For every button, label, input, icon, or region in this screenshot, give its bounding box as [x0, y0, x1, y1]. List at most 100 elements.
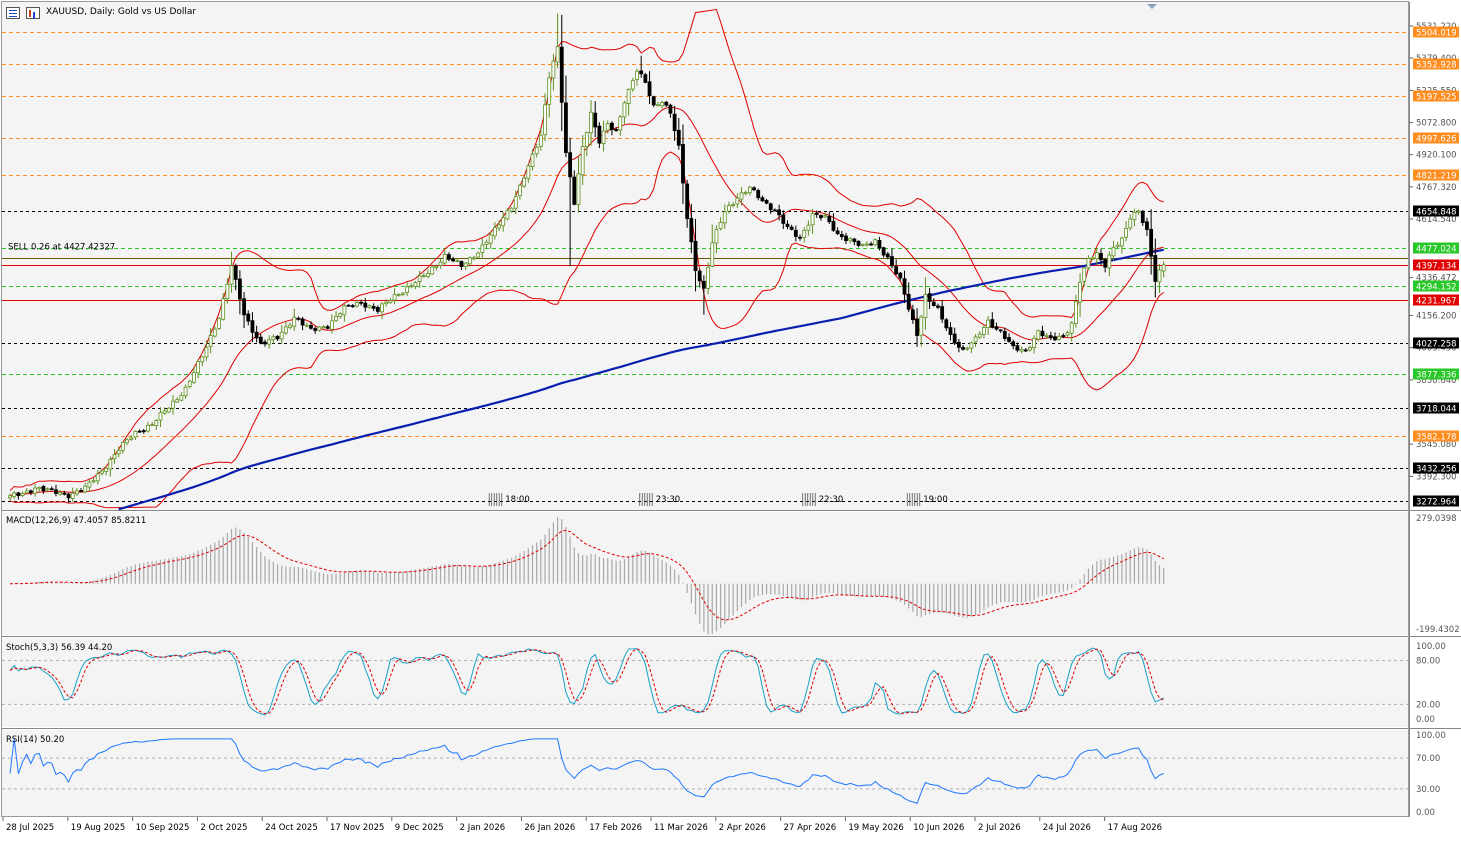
- candle-body: [58, 492, 63, 495]
- candle-body: [614, 129, 618, 131]
- candle-body: [522, 177, 527, 187]
- candle-body: [789, 226, 794, 230]
- candle-body: [405, 286, 410, 293]
- candle-body: [492, 227, 497, 237]
- level-price-label: 4294.152: [1416, 283, 1457, 293]
- candle-body: [401, 292, 405, 295]
- candle-body: [722, 211, 727, 224]
- candle-body: [693, 240, 698, 272]
- level-price-tag: [1413, 169, 1459, 181]
- candle-body: [576, 173, 581, 205]
- level-price-label: 4821.219: [1416, 172, 1457, 182]
- candle-body: [384, 301, 389, 305]
- candle-body: [1002, 331, 1007, 339]
- candle-body: [74, 490, 79, 495]
- candle-body: [526, 165, 531, 179]
- chart-type-icon[interactable]: [6, 7, 20, 19]
- x-axis-label: 17 Aug 2026: [1108, 823, 1162, 833]
- candle-body: [472, 257, 476, 260]
- candle-body: [923, 294, 928, 318]
- candle-body: [1103, 259, 1108, 268]
- candle-body: [785, 223, 790, 228]
- candle-body: [1040, 330, 1045, 337]
- candle-body: [271, 336, 276, 341]
- candle-body: [108, 459, 113, 470]
- candle-body: [1099, 252, 1103, 261]
- price-scale-label: 4614.540: [1416, 215, 1457, 225]
- candle-body: [484, 241, 489, 245]
- candle-body: [718, 222, 723, 229]
- candle-body: [747, 186, 752, 194]
- stochastic-panel: [2, 638, 1409, 727]
- candle-body: [814, 212, 819, 215]
- candle-body: [869, 243, 873, 246]
- candle-body: [363, 302, 368, 308]
- candle-body: [426, 272, 430, 277]
- candle-body: [906, 293, 911, 310]
- candle-body: [948, 327, 953, 335]
- candle-body: [651, 96, 656, 106]
- candle-body: [513, 196, 518, 209]
- candle-body: [873, 239, 878, 246]
- candle-body: [739, 192, 744, 200]
- candle-body: [66, 493, 71, 499]
- candle-body: [568, 152, 573, 178]
- candle-body: [442, 254, 447, 264]
- candle-body: [91, 480, 96, 483]
- candle-body: [1153, 255, 1158, 282]
- level-price-tag: [1413, 205, 1459, 217]
- x-axis-label: 11 Mar 2026: [654, 823, 708, 833]
- candle-body: [534, 146, 539, 154]
- candle-body: [965, 347, 970, 350]
- x-axis-label: 26 Jan 2026: [524, 823, 575, 833]
- candle-body: [781, 214, 786, 224]
- candle-body: [16, 492, 21, 497]
- candle-body: [1053, 336, 1057, 341]
- candle-body: [919, 316, 924, 336]
- candle-body: [998, 329, 1003, 332]
- price-panel: [2, 2, 1409, 510]
- candle-body: [622, 102, 627, 118]
- candle-body: [1140, 210, 1145, 223]
- candle-body: [463, 262, 468, 268]
- x-axis-label: 9 Dec 2025: [395, 823, 444, 833]
- candle-body: [476, 252, 481, 258]
- candle-body: [279, 331, 284, 340]
- chart-properties-icon[interactable]: [26, 7, 40, 19]
- candle-body: [1036, 330, 1041, 340]
- candle-body: [1032, 337, 1036, 348]
- candle-body: [530, 153, 535, 168]
- candle-body: [33, 487, 37, 494]
- candle-body: [304, 324, 309, 327]
- level-price-label: 3432.256: [1416, 465, 1457, 475]
- x-axis-label: 2 Jul 2026: [978, 823, 1021, 833]
- candle-body: [129, 437, 134, 440]
- x-axis-label: 24 Oct 2025: [265, 823, 318, 833]
- candle-body: [894, 266, 899, 275]
- candle-body: [672, 113, 677, 132]
- candle-body: [459, 260, 464, 267]
- candle-body: [133, 430, 138, 438]
- level-price-tag: [1413, 26, 1459, 38]
- rsi-panel: [2, 730, 1409, 817]
- scroll-marker-icon: [1147, 4, 1157, 9]
- candle-body: [196, 361, 201, 374]
- candle-body: [1111, 246, 1116, 257]
- rsi-scale-label: 70.00: [1416, 754, 1440, 764]
- level-price-label: 3718.044: [1416, 405, 1457, 415]
- stoch-scale-label: 80.00: [1416, 657, 1440, 667]
- candle-body: [104, 467, 109, 472]
- candle-body: [1019, 349, 1024, 352]
- candle-body: [41, 486, 46, 492]
- candle-body: [212, 328, 217, 337]
- candle-body: [246, 313, 251, 322]
- candle-body: [852, 238, 857, 242]
- candle-body: [1115, 244, 1120, 247]
- candle-body: [87, 481, 92, 488]
- stoch-signal-line: [9, 648, 1164, 715]
- candle-body: [605, 123, 610, 131]
- price-scale-label: 4156.200: [1416, 312, 1457, 322]
- event-label: 22:30: [819, 495, 844, 505]
- candle-body: [731, 204, 736, 206]
